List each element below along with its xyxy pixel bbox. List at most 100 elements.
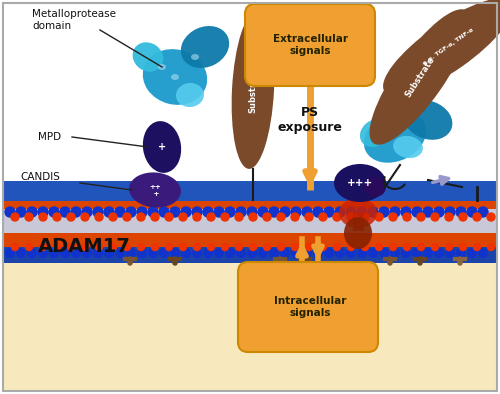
Circle shape — [236, 249, 246, 258]
Ellipse shape — [334, 164, 386, 202]
Circle shape — [235, 213, 243, 221]
Ellipse shape — [143, 49, 207, 105]
Circle shape — [225, 207, 235, 217]
Circle shape — [104, 207, 114, 217]
Circle shape — [138, 249, 146, 258]
Circle shape — [221, 213, 229, 221]
Ellipse shape — [171, 74, 179, 80]
Circle shape — [474, 243, 480, 251]
Circle shape — [362, 243, 368, 251]
Circle shape — [473, 213, 481, 221]
Circle shape — [104, 249, 114, 258]
Circle shape — [204, 249, 212, 258]
Circle shape — [334, 243, 340, 251]
Circle shape — [160, 249, 168, 258]
Circle shape — [380, 249, 388, 258]
Circle shape — [94, 249, 102, 258]
Ellipse shape — [383, 0, 500, 96]
Circle shape — [478, 207, 488, 217]
Circle shape — [12, 243, 18, 251]
Ellipse shape — [176, 83, 204, 107]
Ellipse shape — [379, 125, 385, 130]
Text: MPD: MPD — [38, 132, 61, 142]
Ellipse shape — [191, 54, 199, 60]
Circle shape — [445, 213, 453, 221]
Text: +: + — [158, 142, 166, 152]
Circle shape — [418, 243, 424, 251]
Circle shape — [376, 243, 382, 251]
Circle shape — [179, 213, 187, 221]
Circle shape — [432, 243, 438, 251]
Circle shape — [53, 213, 61, 221]
Ellipse shape — [364, 177, 386, 197]
Circle shape — [192, 249, 202, 258]
Circle shape — [302, 207, 312, 217]
Bar — [3, 181, 497, 203]
Circle shape — [25, 213, 33, 221]
Ellipse shape — [181, 26, 229, 68]
Circle shape — [478, 249, 488, 258]
Circle shape — [456, 207, 466, 217]
Circle shape — [247, 207, 257, 217]
Circle shape — [280, 207, 290, 217]
Circle shape — [26, 243, 32, 251]
Circle shape — [324, 207, 334, 217]
Text: Substrate: Substrate — [404, 55, 436, 99]
Circle shape — [487, 213, 495, 221]
Circle shape — [166, 243, 172, 251]
Circle shape — [236, 207, 246, 217]
Circle shape — [208, 243, 214, 251]
Ellipse shape — [132, 42, 164, 72]
Text: Intracellular
signals: Intracellular signals — [274, 296, 346, 318]
Text: +++: +++ — [347, 178, 373, 188]
Circle shape — [258, 207, 268, 217]
Circle shape — [109, 213, 117, 221]
Circle shape — [335, 207, 345, 217]
Ellipse shape — [404, 100, 452, 140]
Bar — [3, 247, 497, 263]
Circle shape — [368, 207, 378, 217]
Circle shape — [445, 207, 455, 217]
Circle shape — [28, 249, 36, 258]
Circle shape — [124, 243, 130, 251]
Text: Extracellular
signals: Extracellular signals — [272, 34, 347, 56]
Circle shape — [115, 207, 125, 217]
Circle shape — [214, 249, 224, 258]
Circle shape — [401, 207, 411, 217]
Circle shape — [292, 249, 300, 258]
Circle shape — [137, 207, 147, 217]
Bar — [3, 209, 497, 235]
Circle shape — [5, 207, 15, 217]
Ellipse shape — [158, 64, 166, 70]
Circle shape — [412, 207, 422, 217]
Circle shape — [222, 243, 228, 251]
Circle shape — [375, 213, 383, 221]
Circle shape — [93, 207, 103, 217]
Text: Metalloprotease
domain: Metalloprotease domain — [32, 9, 116, 31]
Circle shape — [390, 249, 400, 258]
Circle shape — [424, 249, 432, 258]
Circle shape — [402, 249, 410, 258]
Circle shape — [248, 249, 256, 258]
Circle shape — [71, 207, 81, 217]
Text: e.g. TGF-α, TNF-α: e.g. TGF-α, TNF-α — [422, 28, 474, 67]
Ellipse shape — [344, 217, 372, 249]
Circle shape — [123, 213, 131, 221]
Circle shape — [16, 207, 26, 217]
Ellipse shape — [415, 108, 421, 113]
Circle shape — [446, 249, 454, 258]
Circle shape — [431, 213, 439, 221]
Circle shape — [333, 213, 341, 221]
Circle shape — [404, 243, 410, 251]
Circle shape — [192, 207, 202, 217]
Circle shape — [214, 207, 224, 217]
Bar — [3, 233, 497, 249]
Ellipse shape — [129, 173, 181, 208]
Circle shape — [358, 249, 366, 258]
Circle shape — [346, 207, 356, 217]
Circle shape — [207, 213, 215, 221]
Circle shape — [456, 249, 466, 258]
Bar — [3, 216, 497, 391]
Circle shape — [170, 207, 180, 217]
Circle shape — [302, 249, 312, 258]
